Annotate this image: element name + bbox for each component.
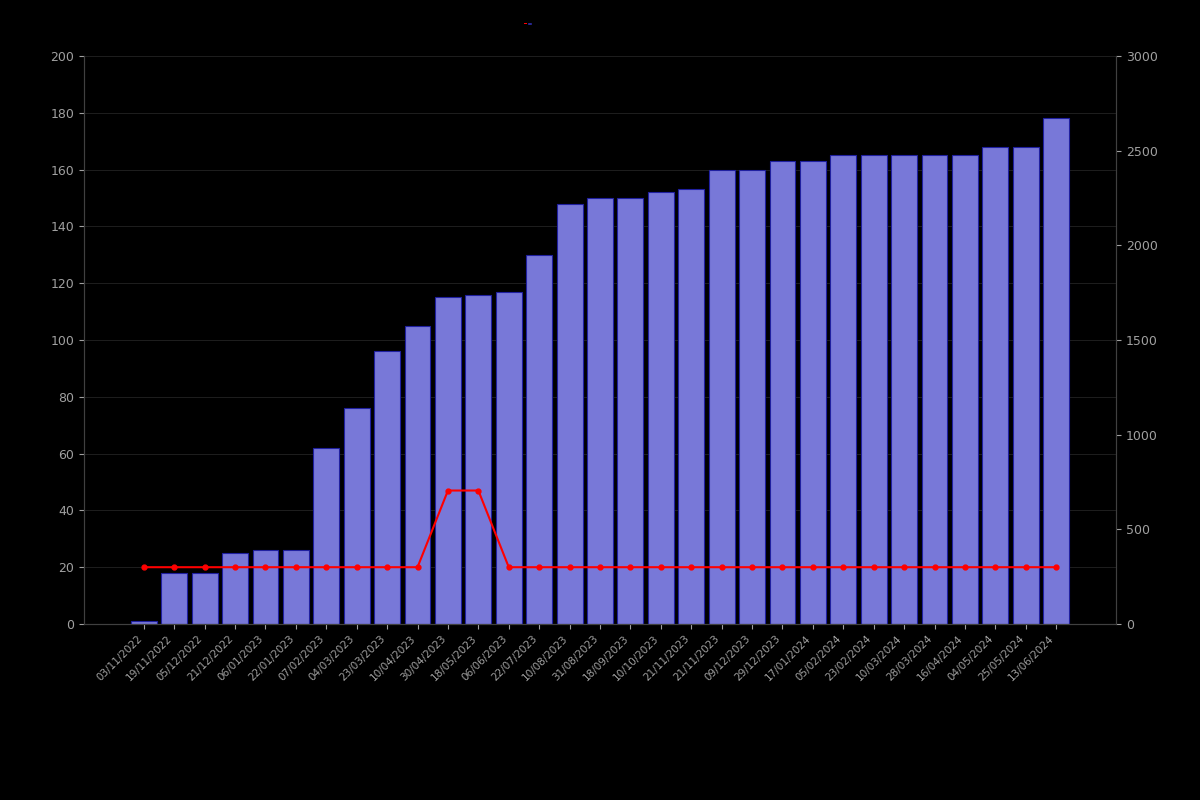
Bar bbox=[343, 408, 370, 624]
Bar bbox=[830, 155, 857, 624]
Bar bbox=[496, 292, 522, 624]
Bar bbox=[618, 198, 643, 624]
Bar bbox=[161, 573, 187, 624]
Bar bbox=[131, 621, 157, 624]
Bar bbox=[222, 553, 248, 624]
Bar bbox=[1043, 118, 1069, 624]
Bar bbox=[283, 550, 308, 624]
Bar bbox=[983, 147, 1008, 624]
Bar bbox=[527, 255, 552, 624]
Bar bbox=[192, 573, 217, 624]
Bar bbox=[800, 161, 826, 624]
Bar bbox=[374, 351, 400, 624]
Bar bbox=[678, 190, 704, 624]
Bar bbox=[952, 155, 978, 624]
Bar bbox=[1013, 147, 1039, 624]
Bar bbox=[769, 161, 796, 624]
Legend: , : , bbox=[524, 22, 532, 25]
Bar bbox=[436, 298, 461, 624]
Bar bbox=[648, 192, 673, 624]
Bar bbox=[557, 204, 582, 624]
Bar bbox=[860, 155, 887, 624]
Bar bbox=[466, 294, 491, 624]
Bar bbox=[404, 326, 431, 624]
Bar bbox=[313, 448, 340, 624]
Bar bbox=[252, 550, 278, 624]
Bar bbox=[739, 170, 764, 624]
Bar bbox=[709, 170, 734, 624]
Bar bbox=[587, 198, 613, 624]
Bar bbox=[892, 155, 917, 624]
Bar bbox=[922, 155, 948, 624]
